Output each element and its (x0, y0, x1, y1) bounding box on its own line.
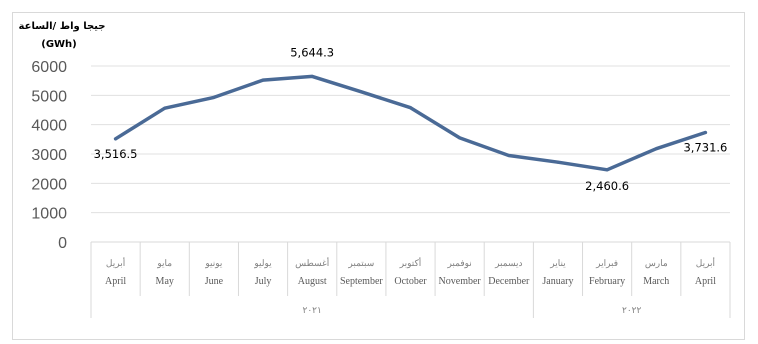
data-point (556, 160, 560, 164)
x-tick-label-english: July (255, 276, 272, 287)
x-tick-label-arabic: يناير (549, 259, 566, 269)
y-tick-label: 3000 (31, 147, 67, 164)
x-tick-label-english: June (205, 276, 224, 287)
year-group-label: ٢٠٢١ (303, 306, 322, 316)
x-tick-label-arabic: أكتوبر (399, 256, 422, 269)
x-tick-label-english: April (695, 276, 716, 287)
y-tick-label: 0 (58, 235, 67, 252)
data-point (458, 136, 462, 140)
y-axis-ticks: 0 1000 2000 3000 4000 5000 6000 (31, 59, 67, 252)
data-point (310, 74, 314, 78)
x-tick-label-arabic: نوفمبر (446, 259, 471, 269)
data-label: 2,460.6 (585, 179, 629, 193)
data-point (163, 106, 167, 110)
y-tick-label: 5000 (31, 88, 67, 105)
data-point (507, 153, 511, 157)
data-point (261, 78, 265, 82)
x-tick-label-english: February (589, 276, 625, 287)
data-point (605, 168, 609, 172)
x-tick-label-arabic: ديسمبر (494, 259, 522, 269)
y-tick-label: 2000 (31, 176, 67, 193)
gridlines (91, 65, 730, 214)
x-tick-label-arabic: يوليو (253, 259, 272, 269)
x-tick-label-arabic: مايو (156, 259, 172, 269)
data-label: 3,731.6 (683, 141, 727, 155)
series-line (113, 74, 708, 172)
x-tick-label-english: May (156, 276, 174, 287)
x-tick-label-arabic: فبراير (595, 259, 618, 269)
series-layer (113, 74, 708, 172)
x-tick-label-arabic: أغسطس (295, 256, 329, 269)
chart-frame (12, 12, 745, 340)
data-point (212, 95, 216, 99)
x-axis-category-table: أبريل مايو يونيو يوليو أغسطس سبتمبر أكتوبر نوفم… (90, 241, 731, 318)
x-tick-label-arabic: أبريل (696, 256, 715, 269)
x-tick-label-arabic: سبتمبر (347, 259, 374, 269)
data-point (409, 106, 412, 110)
x-tick-label-english: August (298, 276, 327, 287)
y-tick-label: 4000 (31, 118, 67, 135)
data-labels: 3,516.5 5,644.3 2,460.6 3,731.6 (94, 45, 728, 192)
data-point (114, 137, 118, 141)
data-point (703, 131, 707, 135)
y-tick-label: 6000 (31, 59, 67, 76)
x-tick-label-english: January (542, 276, 573, 287)
y-axis-unit: (GWh) (41, 39, 77, 50)
x-tick-label-english: December (488, 276, 530, 287)
year-group-label: ٢٠٢٢ (622, 306, 642, 316)
data-label: 5,644.3 (290, 45, 334, 59)
x-tick-label-arabic: يونيو (204, 259, 223, 269)
data-label: 3,516.5 (94, 147, 138, 161)
x-tick-label-english: March (643, 276, 669, 287)
data-point (654, 147, 658, 151)
data-point (359, 90, 363, 94)
x-tick-label-english: October (394, 276, 427, 287)
x-tick-label-english: November (439, 276, 482, 287)
y-axis-title: جيجا واط /الساعة (19, 21, 106, 32)
x-tick-label-english: September (340, 276, 383, 287)
x-tick-label-arabic: أبريل (106, 256, 125, 269)
x-tick-label-english: April (105, 276, 126, 287)
x-tick-label-arabic: مارس (645, 259, 668, 269)
y-tick-label: 1000 (31, 206, 67, 223)
